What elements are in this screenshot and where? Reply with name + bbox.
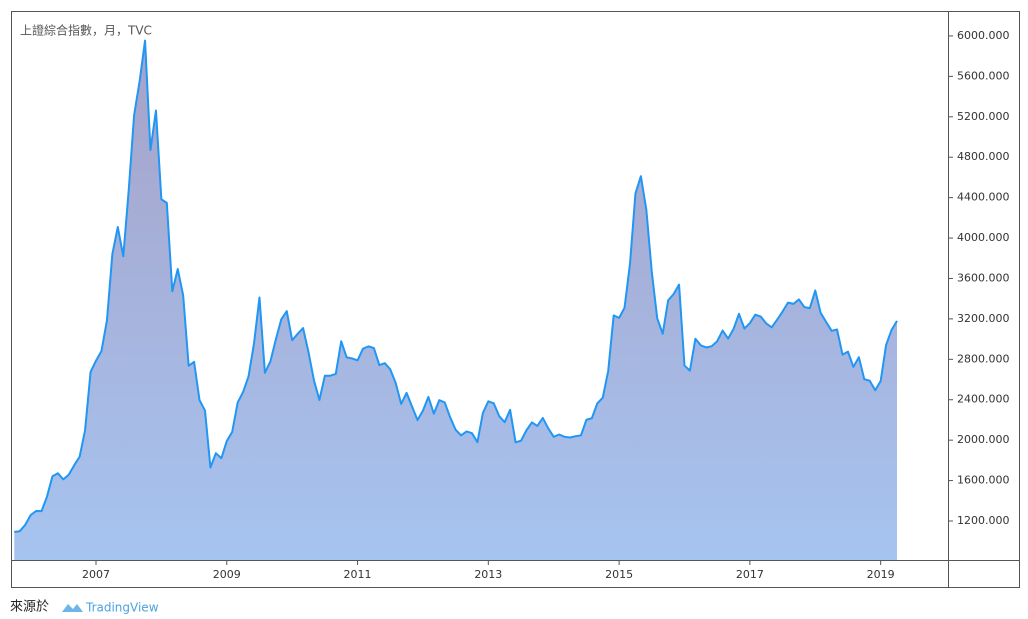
y-tick-label: 4800.000	[957, 150, 1010, 163]
area-fill	[14, 40, 897, 561]
x-tick-label: 2013	[474, 568, 502, 581]
x-tick-label: 2017	[736, 568, 764, 581]
y-tick-label: 3200.000	[957, 312, 1010, 325]
y-tick-label: 6000.000	[957, 29, 1010, 42]
x-tick-label: 2011	[344, 568, 372, 581]
x-tick-label: 2019	[867, 568, 895, 581]
frame	[11, 11, 1020, 588]
y-tick-label: 2400.000	[957, 393, 1010, 406]
y-tick-label: 5600.000	[957, 69, 1010, 82]
x-tick-label: 2007	[82, 568, 110, 581]
y-tick-label: 1200.000	[957, 514, 1010, 527]
y-tick-label: 2800.000	[957, 352, 1010, 365]
x-tick-label: 2015	[605, 568, 633, 581]
y-tick-label: 3600.000	[957, 271, 1010, 284]
x-tick-label: 2009	[213, 568, 241, 581]
area-line	[14, 39, 898, 533]
y-tick-label: 2000.000	[957, 433, 1010, 446]
source-brand: TradingView	[85, 601, 159, 615]
brand-logo	[62, 604, 83, 612]
y-tick-label: 4000.000	[957, 231, 1010, 244]
y-tick-label: 4400.000	[957, 191, 1010, 204]
source-label: 來源於	[10, 599, 49, 615]
chart-title: 上證綜合指數，月，TVC	[20, 23, 152, 38]
y-tick-label: 1600.000	[957, 474, 1010, 487]
y-tick-label: 5200.000	[957, 110, 1010, 123]
